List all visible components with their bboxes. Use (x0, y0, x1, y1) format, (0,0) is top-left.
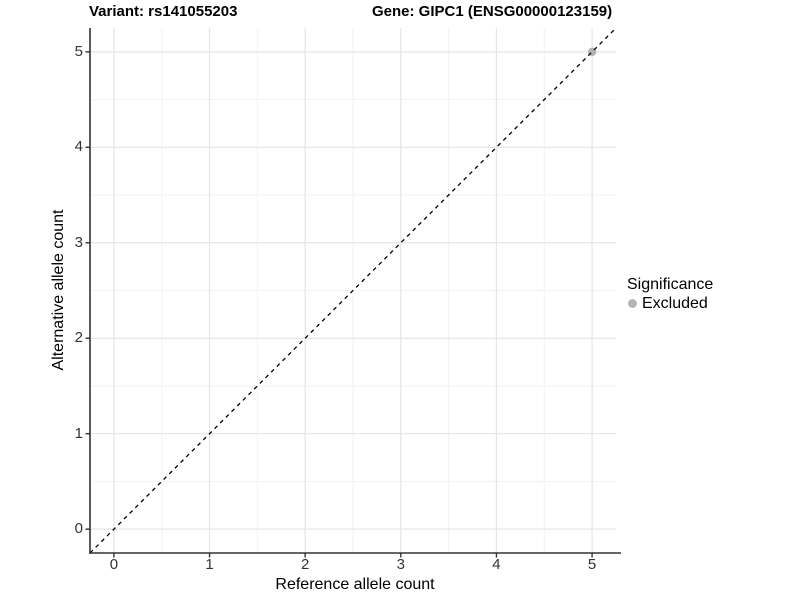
legend-item-excluded: Excluded (627, 294, 713, 313)
gene-title: Gene: GIPC1 (ENSG00000123159) (372, 3, 613, 20)
x-tick-label-1: 1 (205, 556, 214, 573)
y-tick-label-2: 2 (74, 329, 83, 347)
y-axis-title: Alternative allele count (50, 209, 67, 371)
excluded-point-icon (628, 299, 637, 308)
x-tick-label-3: 3 (396, 556, 405, 573)
identity-reference-line (89, 27, 617, 554)
x-axis-title: Reference allele count (275, 576, 435, 593)
legend-title: Significance (627, 276, 714, 293)
variant-title: Variant: rs141055203 (89, 3, 238, 20)
y-tick-label-0: 0 (74, 520, 83, 538)
x-tick-label-4: 4 (492, 556, 501, 573)
y-tick-label-5: 5 (74, 42, 83, 60)
y-tick-label-1: 1 (74, 424, 83, 442)
y-tick-label-3: 3 (74, 233, 83, 251)
legend-item-label: Excluded (642, 295, 708, 312)
x-tick-label-5: 5 (587, 556, 597, 573)
x-tick-label-0: 0 (109, 556, 119, 573)
y-tick-label-4: 4 (74, 138, 83, 156)
legend: Significance Excluded (627, 275, 713, 313)
x-tick-label-2: 2 (301, 556, 310, 573)
